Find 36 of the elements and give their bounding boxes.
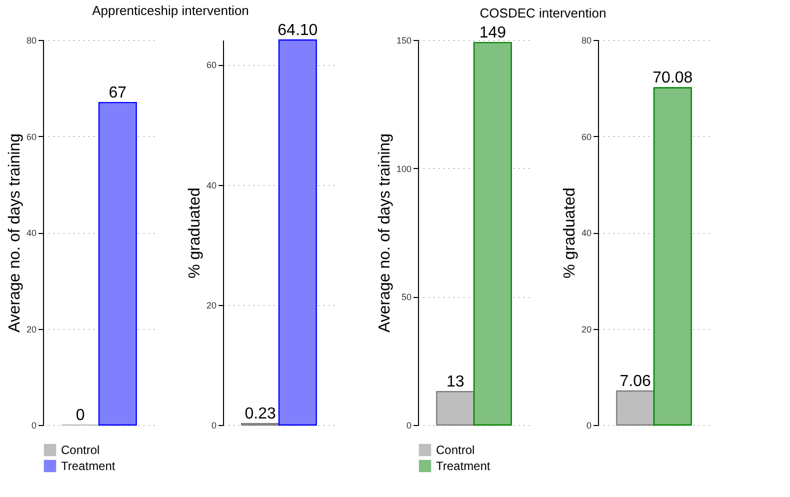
y-tick-label: 0 <box>211 420 216 430</box>
y-tick-label: 40 <box>581 228 592 238</box>
y-tick-label: 20 <box>206 300 216 310</box>
data-label: 67 <box>108 84 127 102</box>
y-tick-label: 0 <box>31 420 36 430</box>
y-tick-label: 80 <box>581 36 592 46</box>
chart-title: Apprenticeship intervention <box>92 3 249 18</box>
legend-label: Treatment <box>61 459 116 473</box>
y-tick-label: 40 <box>26 228 36 238</box>
data-label: 149 <box>479 24 506 42</box>
y-tick-label: 60 <box>206 60 216 70</box>
data-label: 7.06 <box>620 373 652 390</box>
data-label: 0 <box>76 407 85 424</box>
y-tick-label: 150 <box>396 36 412 46</box>
legend-label: Control <box>436 443 475 457</box>
y-tick-label: 40 <box>206 180 216 190</box>
legend-label: Treatment <box>436 459 491 473</box>
data-label: 64.10 <box>278 22 318 39</box>
y-tick-label: 60 <box>26 132 36 142</box>
data-label: 70.08 <box>652 70 693 87</box>
y-tick-label: 0 <box>586 420 592 430</box>
y-tick-label: 80 <box>26 36 36 46</box>
data-label: 0.23 <box>244 406 276 423</box>
y-axis-title: Average no. of days training <box>6 134 24 332</box>
y-tick-label: 20 <box>26 324 36 334</box>
data-label: 13 <box>446 374 464 391</box>
chart-title: COSDEC intervention <box>480 6 606 21</box>
y-tick-label: 0 <box>406 420 412 430</box>
y-axis-title: Average no. of days training <box>376 134 394 332</box>
y-axis-title: % graduated <box>561 188 578 278</box>
y-tick-label: 60 <box>581 132 592 142</box>
y-axis-title: % graduated <box>186 188 204 278</box>
y-tick-label: 100 <box>396 164 412 174</box>
y-tick-label: 50 <box>401 292 412 302</box>
y-tick-label: 20 <box>581 324 592 334</box>
legend-label: Control <box>61 443 100 457</box>
